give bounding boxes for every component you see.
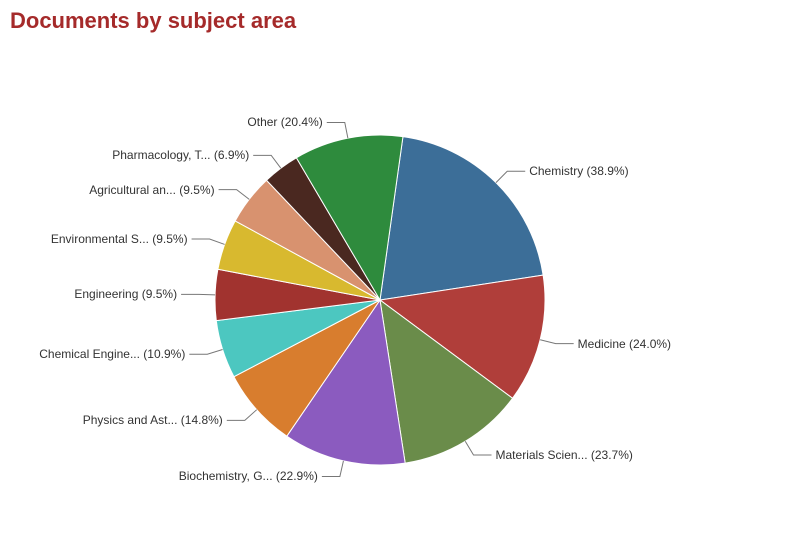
leader-line bbox=[253, 155, 281, 168]
leader-line bbox=[219, 190, 250, 200]
pie-chart: Chemistry (38.9%) Medicine (24.0%) Materia… bbox=[0, 0, 790, 554]
leader-line bbox=[189, 349, 222, 354]
leader-line bbox=[192, 239, 225, 244]
leader-line bbox=[540, 340, 574, 344]
slice-label: Pharmacology, T... (6.9%) bbox=[112, 148, 249, 162]
slice-label: Physics and Ast... (14.8%) bbox=[83, 413, 223, 427]
leader-line bbox=[227, 410, 257, 421]
leader-line bbox=[327, 122, 348, 138]
slice-label: Engineering (9.5%) bbox=[74, 287, 177, 301]
slice-label: Materials Scien... (23.7%) bbox=[496, 448, 633, 462]
chart-container: Documents by subject area Chemistry (38.… bbox=[0, 0, 790, 554]
slice-label: Chemistry (38.9%) bbox=[529, 164, 628, 178]
slice-label: Biochemistry, G... (22.9%) bbox=[179, 469, 318, 483]
leader-line bbox=[496, 171, 525, 182]
slice-label: Agricultural an... (9.5%) bbox=[89, 183, 214, 197]
slice-label: Medicine (24.0%) bbox=[578, 337, 671, 351]
slice-label: Other (20.4%) bbox=[247, 115, 322, 129]
pie-slice[interactable] bbox=[380, 137, 543, 300]
leader-line bbox=[322, 461, 344, 477]
leader-line bbox=[465, 441, 491, 455]
slice-label: Environmental S... (9.5%) bbox=[51, 232, 188, 246]
slice-label: Chemical Engine... (10.9%) bbox=[39, 347, 185, 361]
